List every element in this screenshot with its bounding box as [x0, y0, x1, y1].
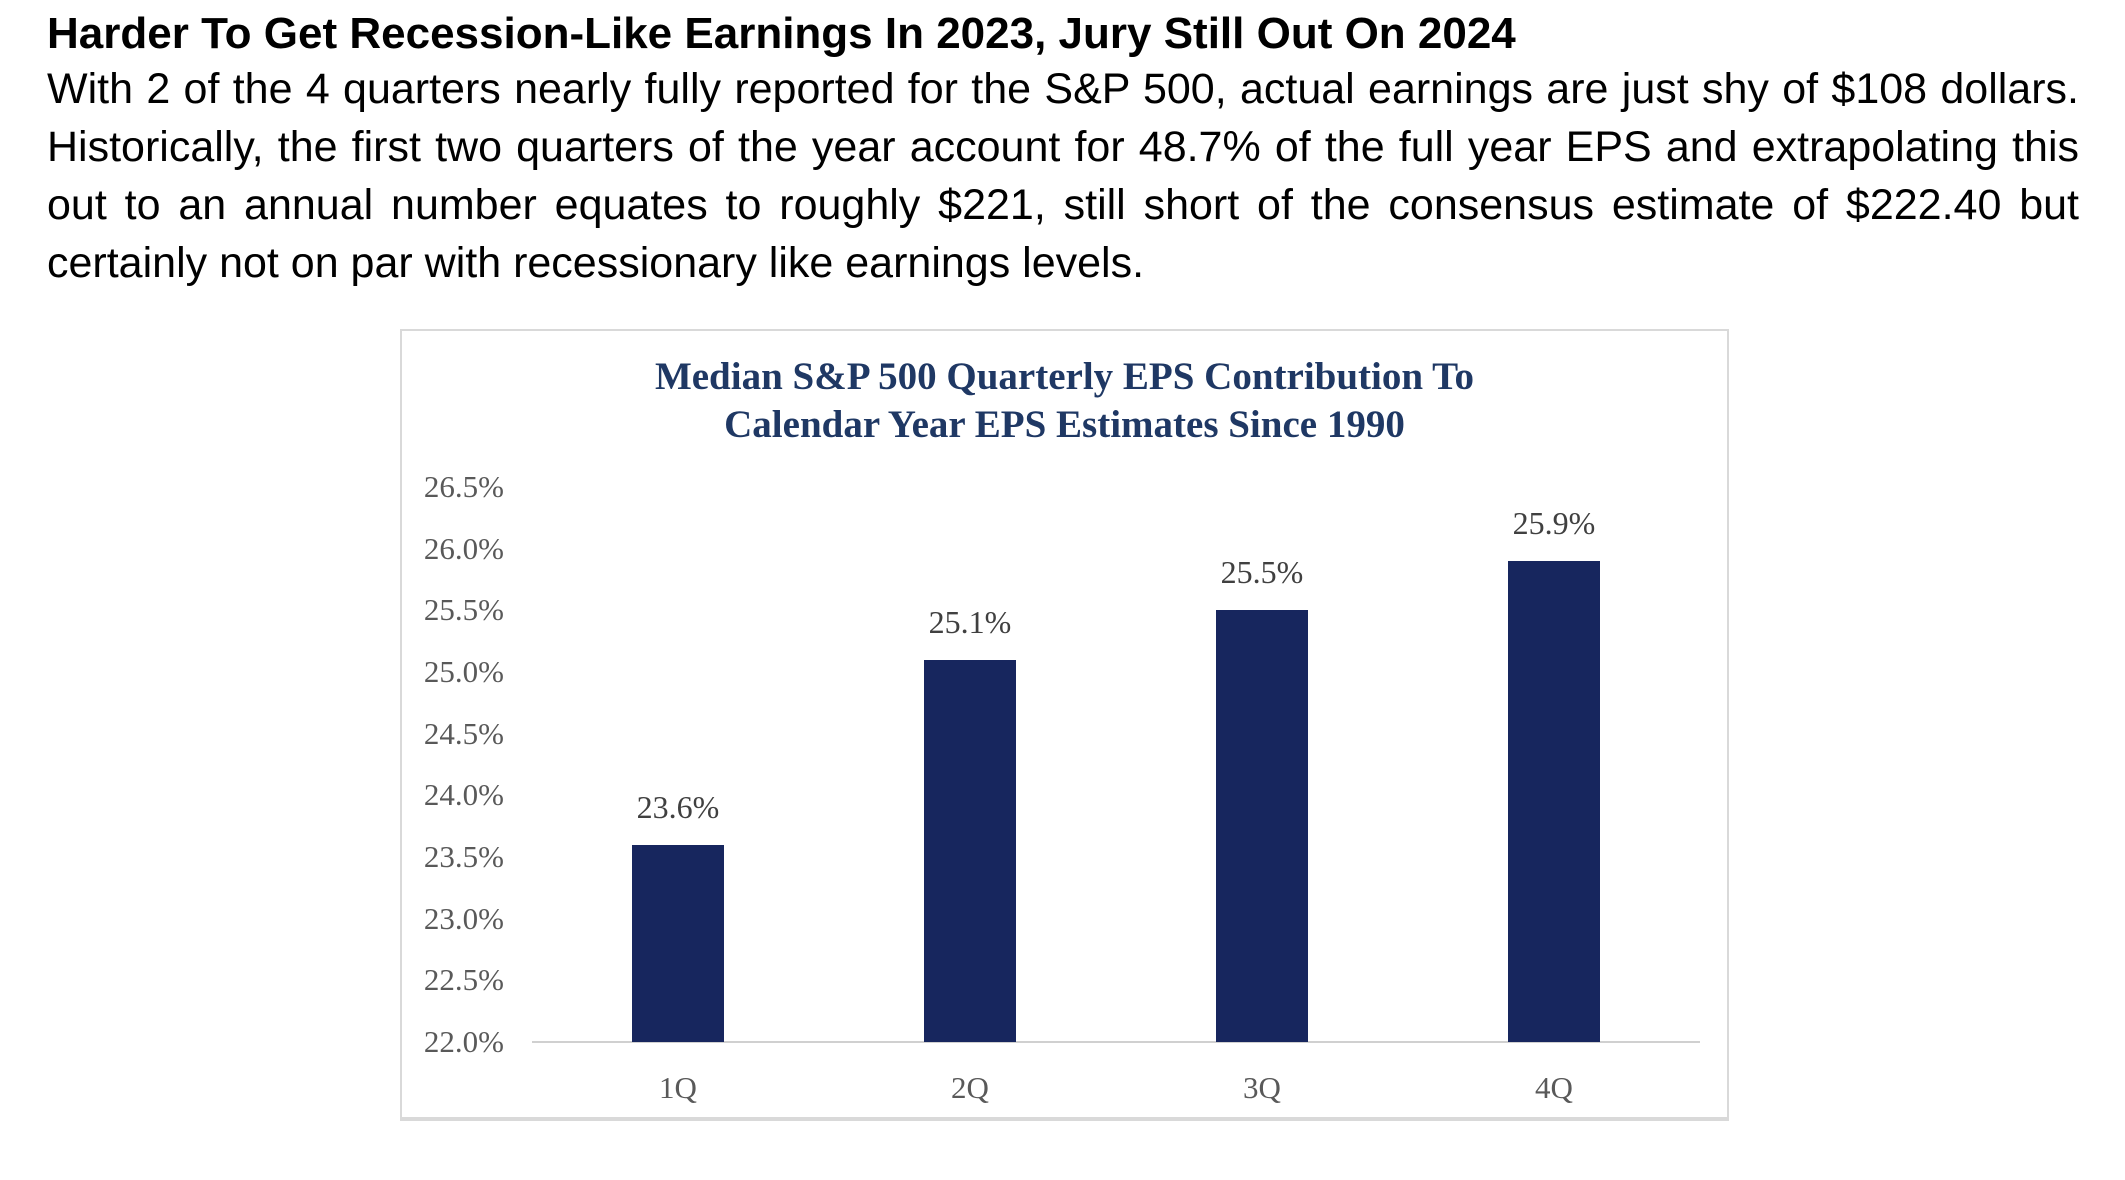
data-label-1Q: 23.6% — [636, 788, 720, 825]
data-label-2Q: 25.1% — [928, 603, 1012, 640]
y-axis-tick-label: 24.5% — [423, 715, 504, 751]
y-axis-tick-label: 26.5% — [423, 469, 504, 505]
data-label-4Q: 25.9% — [1512, 505, 1596, 542]
x-axis-label-4Q: 4Q — [1535, 1070, 1573, 1105]
x-axis-label-1Q: 1Q — [659, 1070, 697, 1105]
bar-3Q — [1216, 610, 1308, 1042]
y-axis-tick-label: 23.5% — [423, 839, 504, 875]
y-axis-tick-label: 24.0% — [423, 777, 504, 813]
article-text-block: Harder To Get Recession-Like Earnings In… — [47, 8, 2079, 292]
y-axis-tick-label: 25.0% — [423, 654, 504, 690]
article-headline: Harder To Get Recession-Like Earnings In… — [47, 9, 1516, 58]
article-paragraph: With 2 of the 4 quarters nearly fully re… — [47, 65, 2079, 287]
bar-4Q — [1508, 561, 1600, 1042]
y-axis-tick-label: 22.5% — [423, 962, 504, 998]
chart-title-line-1: Median S&P 500 Quarterly EPS Contributio… — [654, 355, 1475, 398]
y-axis-tick-label: 25.5% — [423, 592, 504, 628]
x-axis-label-3Q: 3Q — [1243, 1070, 1281, 1105]
x-axis-line — [532, 1041, 1700, 1043]
x-axis-label-2Q: 2Q — [951, 1070, 989, 1105]
data-label-3Q: 25.5% — [1220, 554, 1304, 591]
chart-title: Median S&P 500 Quarterly EPS Contributio… — [402, 353, 1727, 449]
bar-2Q — [924, 659, 1016, 1042]
y-axis-tick-label: 26.0% — [423, 530, 504, 566]
eps-contribution-bar-chart: Median S&P 500 Quarterly EPS Contributio… — [400, 329, 1729, 1121]
y-axis-tick-label: 22.0% — [423, 1024, 504, 1059]
y-axis-tick-label: 23.0% — [423, 900, 504, 936]
chart-title-line-2: Calendar Year EPS Estimates Since 1990 — [724, 403, 1405, 446]
bar-1Q — [632, 844, 724, 1042]
chart-plot-area: 26.5% 26.0% 25.5% 25.0% 24.5% 24.0% 23.5% 23.0%… — [402, 331, 1727, 1117]
